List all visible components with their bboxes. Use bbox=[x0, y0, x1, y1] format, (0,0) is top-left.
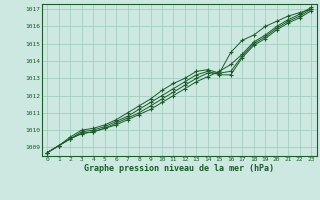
X-axis label: Graphe pression niveau de la mer (hPa): Graphe pression niveau de la mer (hPa) bbox=[84, 164, 274, 173]
